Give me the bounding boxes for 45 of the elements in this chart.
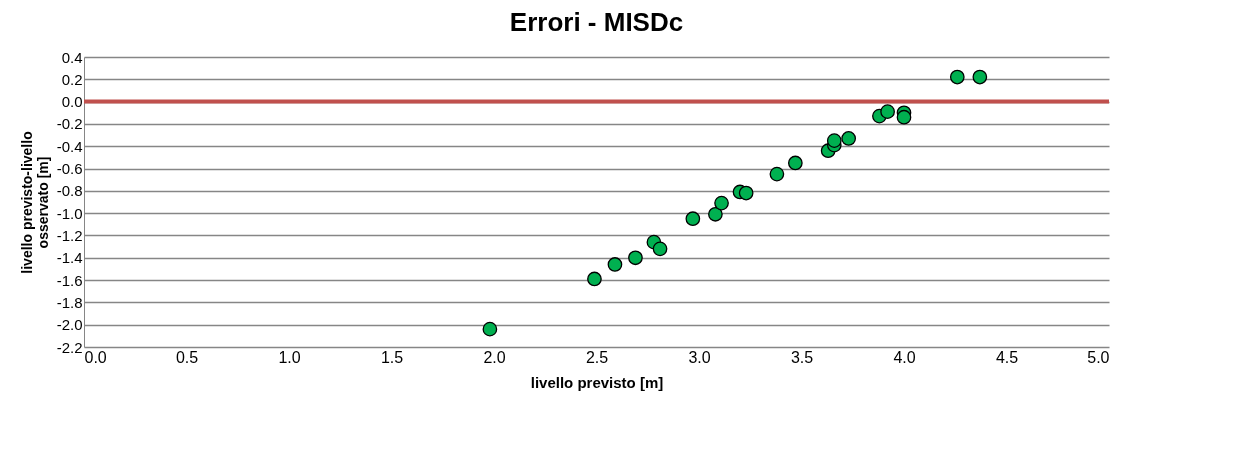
x-tick-label: 2.0 [483, 348, 506, 366]
y-tick-label: -0.8 [56, 182, 83, 200]
point [896, 109, 912, 125]
x-tick-label: 1.5 [380, 348, 404, 366]
y-tick-label: -1.6 [56, 271, 83, 289]
x-tick-label: 3.0 [688, 348, 711, 366]
point [826, 133, 842, 148]
point [482, 321, 498, 337]
y-tick-label: -1.8 [56, 293, 83, 311]
point [708, 206, 723, 222]
point [880, 104, 895, 119]
point [787, 155, 803, 171]
y-tick-label: -2.0 [56, 316, 83, 334]
y-tick-label: 0.4 [61, 48, 83, 66]
point [685, 211, 701, 227]
y-tick-label: -0.4 [56, 137, 83, 155]
x-tick-label: 4.5 [995, 348, 1019, 366]
x-axis-title: livello previsto [m] [530, 373, 664, 391]
point [652, 241, 668, 257]
y-tick-label: -1.4 [56, 249, 83, 267]
point [628, 250, 643, 266]
x-tick-label: 4.0 [893, 348, 916, 366]
point [949, 69, 965, 85]
x-tick-label: 0.5 [175, 348, 199, 366]
point [738, 185, 754, 201]
y-tick-label: -1.2 [56, 226, 83, 244]
x-tick-label: 1.0 [278, 348, 301, 366]
point [972, 69, 988, 85]
y-tick-label: -0.6 [56, 160, 83, 178]
point [607, 257, 623, 272]
y-tick-label: 0.2 [61, 70, 83, 88]
x-tick-label: 2.5 [585, 348, 609, 366]
point [769, 166, 785, 182]
point [714, 195, 729, 211]
x-tick-label: 0.0 [84, 348, 107, 366]
y-tick-label: -1.0 [56, 204, 83, 222]
x-tick-label: 5.0 [1087, 348, 1110, 366]
y-tick-label: -2.2 [56, 338, 83, 356]
y-axis-title: livello previsto-livello osservato [m] [18, 131, 51, 274]
x-tick-label: 3.5 [790, 348, 814, 366]
point [587, 271, 602, 287]
point [841, 131, 857, 146]
chart-title: Errori - MISDc [509, 7, 684, 37]
y-tick-label: -0.2 [56, 115, 83, 133]
y-tick-label: 0.0 [61, 93, 83, 111]
